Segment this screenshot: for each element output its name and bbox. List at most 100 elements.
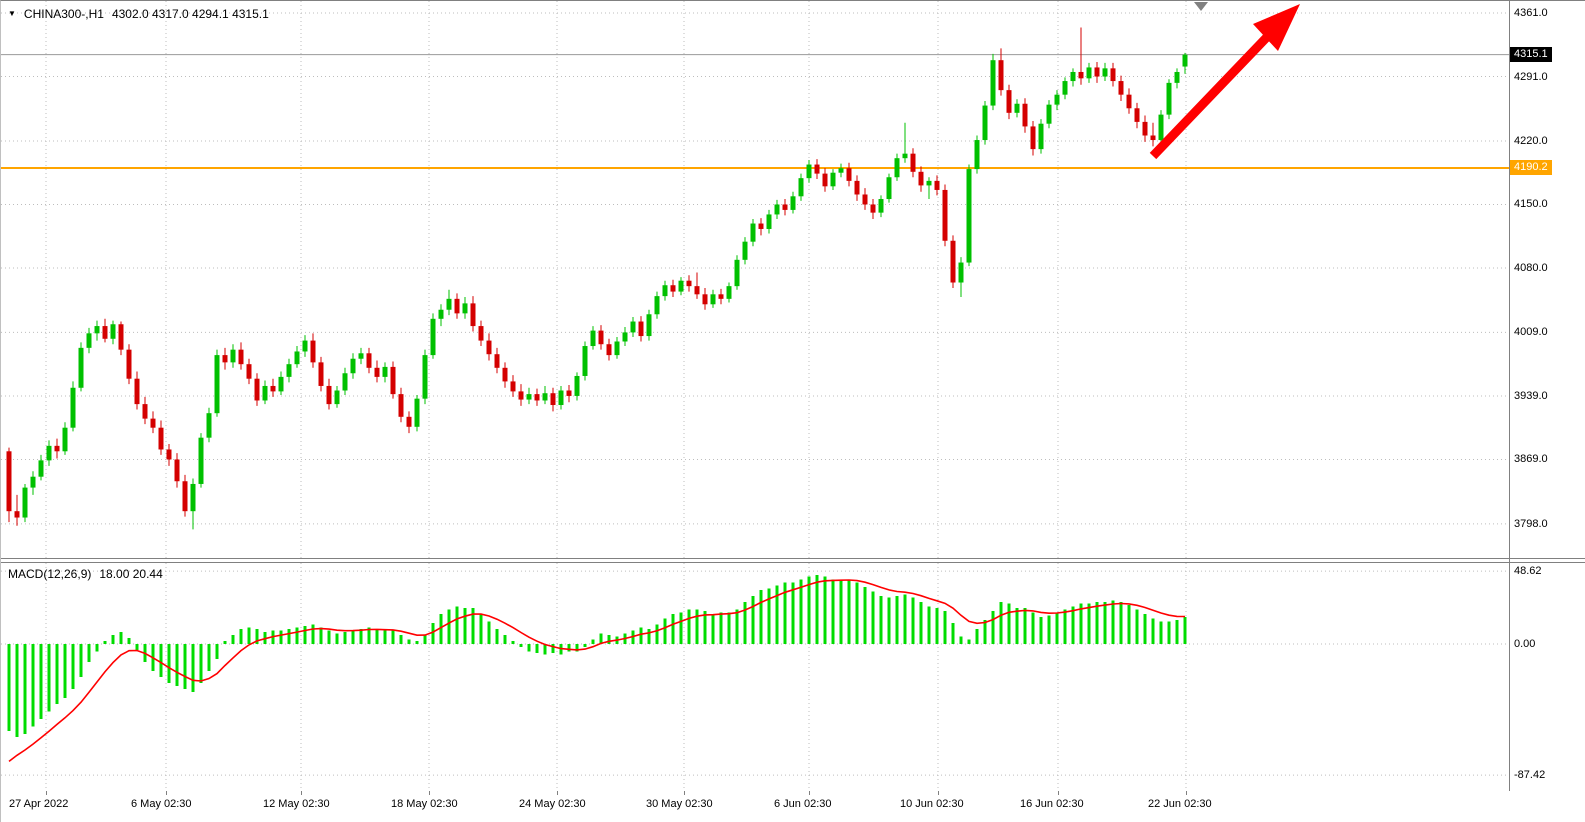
macd-bar xyxy=(767,588,771,644)
macd-bar xyxy=(663,618,667,644)
macd-bar xyxy=(935,608,939,644)
macd-bar xyxy=(823,576,827,644)
price-axis-label: 4150.0 xyxy=(1514,198,1548,211)
candle-body xyxy=(958,262,964,283)
macd-bar xyxy=(903,594,907,644)
macd-bar xyxy=(1079,603,1083,644)
macd-bar xyxy=(983,620,987,644)
macd-bar xyxy=(1175,620,1179,644)
macd-bar xyxy=(599,633,603,644)
candle-body xyxy=(982,105,988,141)
candle-body xyxy=(822,173,828,187)
macd-bar xyxy=(647,629,651,644)
price-axis-label: 4009.0 xyxy=(1514,326,1548,339)
macd-bar xyxy=(239,629,243,644)
macd-bar xyxy=(679,612,683,644)
macd-bar xyxy=(607,635,611,644)
macd-bar xyxy=(159,644,163,677)
macd-axis-label: 48.62 xyxy=(1514,565,1542,578)
candle-body xyxy=(598,330,604,345)
candle-body xyxy=(166,449,172,460)
candle-body xyxy=(46,445,52,461)
candle-body xyxy=(510,381,516,392)
macd-bar xyxy=(743,602,747,644)
macd-bar xyxy=(103,641,107,644)
symbol-dropdown-icon[interactable]: ▼ xyxy=(8,9,16,18)
macd-bar xyxy=(175,644,179,686)
candle-body xyxy=(486,340,492,355)
current-price-axis-label: 4315.1 xyxy=(1510,46,1552,62)
candle-body xyxy=(638,321,644,337)
macd-bar xyxy=(1031,612,1035,644)
macd-bar xyxy=(927,606,931,644)
panel-divider[interactable] xyxy=(1,558,1585,563)
candle-body xyxy=(678,280,684,292)
candle-body xyxy=(1070,71,1076,82)
candle-body xyxy=(1118,81,1124,95)
candle-body xyxy=(558,390,564,406)
macd-bar xyxy=(895,596,899,644)
macd-bar xyxy=(431,623,435,644)
macd-bar xyxy=(503,635,507,644)
macd-bar xyxy=(55,644,59,704)
macd-bar xyxy=(199,644,203,683)
candle-body xyxy=(774,204,780,215)
macd-bar xyxy=(591,639,595,644)
macd-bar xyxy=(799,579,803,644)
candle-body xyxy=(302,340,308,352)
macd-bar xyxy=(839,579,843,644)
macd-bar xyxy=(447,609,451,644)
time-axis-tick xyxy=(301,791,302,795)
candle-body xyxy=(614,341,620,356)
candle-body xyxy=(494,354,500,368)
macd-bar xyxy=(359,629,363,644)
macd-bar xyxy=(1159,621,1163,644)
macd-bar xyxy=(703,611,707,644)
candle-body xyxy=(566,390,572,396)
macd-bar xyxy=(367,627,371,644)
macd-bar xyxy=(735,609,739,644)
candle-body xyxy=(790,196,796,210)
candle-body xyxy=(350,358,356,374)
macd-bar xyxy=(279,630,283,644)
candle-body xyxy=(846,168,852,181)
macd-canvas[interactable] xyxy=(1,563,1509,791)
candle-body xyxy=(990,60,996,106)
candle-body xyxy=(62,427,68,452)
candle-body xyxy=(814,164,820,174)
macd-bar xyxy=(343,632,347,644)
candle-body xyxy=(1150,135,1156,141)
macd-bar xyxy=(423,635,427,644)
macd-bar xyxy=(815,575,819,644)
candle-body xyxy=(1022,103,1028,127)
main-chart-canvas[interactable] xyxy=(1,1,1509,559)
macd-bar xyxy=(207,644,211,671)
time-axis-label: 27 Apr 2022 xyxy=(9,798,69,810)
macd-bar xyxy=(415,641,419,644)
candle-body xyxy=(54,445,60,452)
macd-bar xyxy=(383,630,387,644)
candle-body xyxy=(398,394,404,417)
candle-body xyxy=(1014,103,1020,113)
candle-body xyxy=(38,460,44,477)
level-line-axis-label: 4190.2 xyxy=(1510,159,1552,175)
macd-bar xyxy=(399,635,403,644)
time-axis-tick xyxy=(429,791,430,795)
macd-bar xyxy=(319,627,323,644)
candle-body xyxy=(422,355,428,399)
candle-body xyxy=(278,376,284,392)
candle-body xyxy=(1038,123,1044,150)
candle-body xyxy=(910,153,916,172)
candle-body xyxy=(1102,68,1108,77)
price-axis-label: 3798.0 xyxy=(1514,517,1548,530)
time-axis-tick xyxy=(1186,791,1187,795)
candle-body xyxy=(894,158,900,178)
candle-body xyxy=(590,330,596,347)
macd-bar xyxy=(1119,602,1123,644)
macd-bar xyxy=(87,644,91,662)
macd-bar xyxy=(783,582,787,644)
macd-bar xyxy=(31,644,35,727)
time-axis-label: 6 Jun 02:30 xyxy=(774,798,832,810)
candle-body xyxy=(950,240,956,283)
candle-body xyxy=(766,214,772,229)
